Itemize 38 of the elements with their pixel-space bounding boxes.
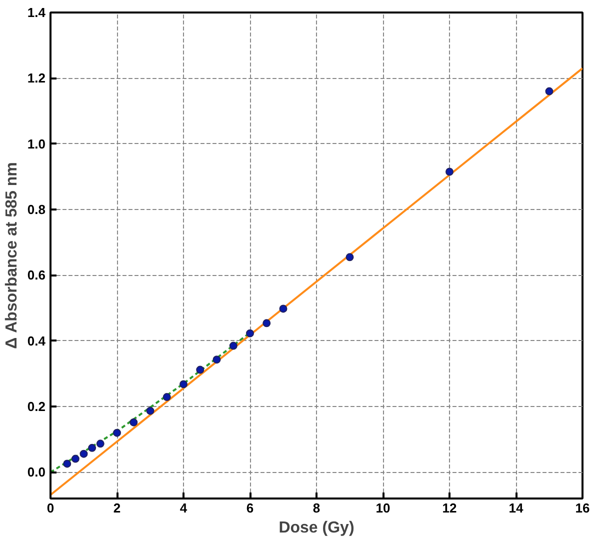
y-tick-label: 1.0	[27, 136, 46, 152]
x-tick-label: 2	[113, 500, 121, 516]
point	[279, 304, 288, 313]
point	[162, 393, 171, 402]
point	[71, 454, 80, 463]
point	[146, 406, 154, 415]
point	[96, 440, 104, 448]
point	[212, 356, 221, 364]
x-tick-label: 14	[508, 500, 524, 516]
point	[63, 460, 72, 468]
point	[446, 168, 454, 176]
y-tick-label: 0.2	[27, 399, 46, 414]
x-tick-label: 12	[442, 500, 457, 516]
x-tick-label: 10	[376, 500, 390, 516]
y-tick-label: 1.4	[27, 5, 46, 20]
point	[246, 329, 254, 338]
point	[196, 366, 204, 374]
point	[113, 428, 121, 437]
y-tick-label: 0.6	[27, 268, 46, 283]
x-tick-label: 4	[180, 500, 188, 516]
y-tick-label: 0.4	[27, 333, 46, 348]
x-tick-label: 0	[46, 500, 54, 516]
point	[88, 444, 96, 452]
point	[262, 319, 271, 328]
x-axis-title: Dose (Gy)	[278, 520, 354, 536]
y-tick-label: 1.2	[27, 70, 46, 86]
x-tick-label: 6	[246, 500, 254, 516]
point	[346, 253, 354, 262]
point	[545, 87, 554, 96]
point	[180, 380, 188, 388]
y-tick-label: 0.8	[27, 202, 46, 218]
x-tick-label: 8	[312, 500, 320, 516]
point	[229, 342, 238, 350]
y-axis-title: Δ Absorbance at 585 nm	[3, 162, 20, 349]
x-tick-label: 16	[575, 500, 590, 516]
point	[130, 418, 138, 426]
y-tick-label: 0.0	[27, 464, 46, 480]
point	[80, 450, 88, 458]
